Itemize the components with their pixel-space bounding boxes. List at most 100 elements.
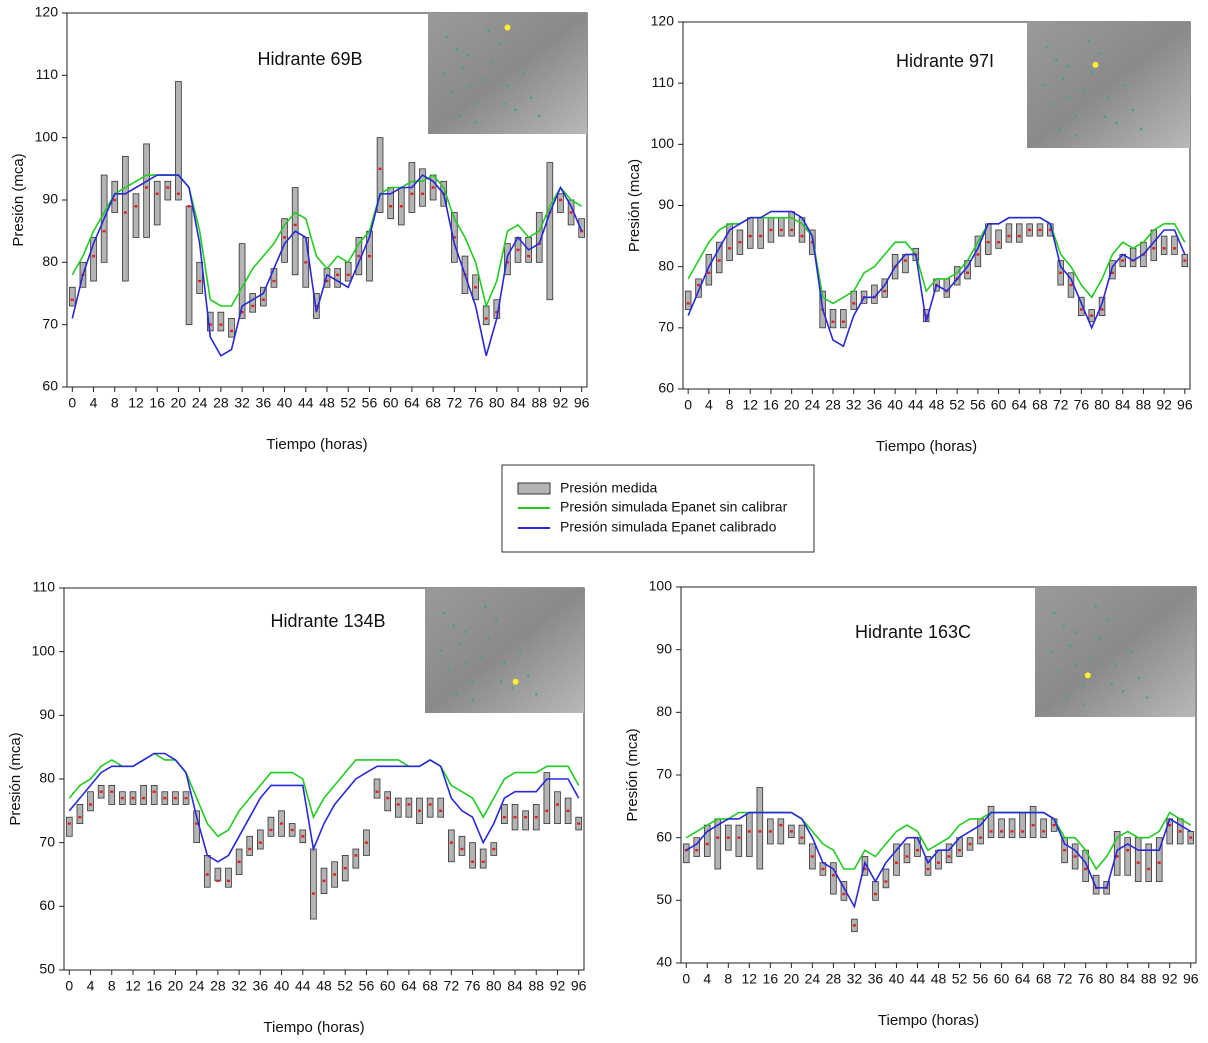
median-mark [556, 803, 559, 805]
map-image [428, 13, 587, 134]
y-tick-label: 70 [39, 833, 55, 849]
map-node [522, 72, 525, 75]
x-tick-label: 84 [1115, 397, 1131, 413]
x-tick-label: 60 [994, 971, 1010, 987]
map-node [1068, 96, 1071, 99]
median-mark [421, 193, 424, 195]
median-mark [163, 797, 166, 799]
x-tick-label: 84 [510, 395, 526, 411]
median-mark [997, 241, 1000, 243]
range-bar [151, 785, 157, 804]
x-tick-label: 12 [742, 397, 758, 413]
x-tick-label: 28 [210, 978, 226, 994]
x-tick-label: 88 [1136, 397, 1152, 413]
range-bar [385, 792, 391, 811]
median-mark [1179, 830, 1182, 832]
range-bar [77, 804, 83, 823]
range-bar [88, 792, 94, 811]
x-tick-label: 48 [931, 971, 947, 987]
range-bar [374, 779, 380, 798]
map-node [1106, 618, 1109, 621]
map-node [1062, 77, 1065, 80]
x-tick-label: 28 [825, 397, 841, 413]
range-bar [683, 844, 689, 863]
map-node [1124, 84, 1127, 87]
x-tick-label: 80 [489, 395, 505, 411]
y-tick-label: 60 [658, 380, 674, 396]
map-node [1140, 128, 1143, 131]
median-mark [124, 211, 127, 213]
x-tick-label: 64 [401, 978, 417, 994]
median-mark [103, 230, 106, 232]
x-tick-label: 16 [149, 395, 165, 411]
median-mark [368, 255, 371, 257]
range-bar [1172, 236, 1178, 254]
median-mark [895, 862, 898, 864]
y-tick-label: 90 [42, 191, 58, 207]
range-bar [483, 306, 489, 325]
median-mark [570, 211, 573, 213]
median-mark [206, 873, 209, 875]
x-tick-label: 8 [724, 971, 732, 987]
median-mark [1152, 247, 1155, 249]
median-mark [216, 880, 219, 882]
x-tick-label: 48 [316, 978, 332, 994]
median-mark [78, 816, 81, 818]
range-bar [789, 212, 795, 236]
range-bar [69, 287, 75, 306]
x-tick-label: 96 [1183, 971, 1199, 987]
legend-label: Presión medida [560, 480, 657, 496]
map-node [498, 42, 501, 45]
range-bar [141, 785, 147, 804]
map-node [1050, 651, 1053, 654]
map-node [466, 54, 469, 57]
x-tick-label: 12 [742, 971, 758, 987]
range-bar [778, 218, 784, 236]
map-node [1066, 65, 1069, 68]
y-axis-label: Presión (mca) [624, 728, 641, 821]
x-tick-label: 96 [571, 978, 587, 994]
y-tick-label: 110 [36, 66, 59, 82]
range-bar [996, 230, 1002, 248]
median-mark [976, 253, 979, 255]
median-mark [312, 892, 315, 894]
median-mark [1101, 308, 1104, 310]
map-node [1111, 683, 1114, 686]
median-mark [958, 849, 961, 851]
x-tick-label: 60 [383, 395, 399, 411]
map-node [1050, 103, 1053, 106]
median-mark [1121, 259, 1124, 261]
median-mark [1053, 824, 1056, 826]
median-mark [174, 797, 177, 799]
range-bar [218, 312, 224, 331]
map-node [1104, 115, 1107, 118]
x-tick-label: 44 [298, 395, 314, 411]
y-tick-label: 60 [42, 378, 58, 394]
median-mark [272, 280, 275, 282]
map-node [448, 668, 451, 671]
x-tick-label: 20 [171, 395, 187, 411]
median-mark [185, 797, 188, 799]
median-mark [432, 186, 435, 188]
x-tick-label: 72 [1053, 397, 1069, 413]
x-tick-label: 32 [847, 971, 863, 987]
x-tick-label: 16 [763, 397, 779, 413]
x-tick-label: 64 [1011, 397, 1027, 413]
median-mark [156, 193, 159, 195]
map-node [538, 115, 541, 118]
x-axis-label: Tiempo (horas) [878, 1012, 979, 1029]
median-mark [1011, 830, 1014, 832]
x-tick-label: 92 [1156, 397, 1172, 413]
range-bar [1020, 813, 1026, 838]
range-bar [1041, 819, 1047, 838]
median-mark [386, 797, 389, 799]
x-tick-label: 24 [805, 397, 821, 413]
x-tick-label: 36 [256, 395, 272, 411]
median-mark [937, 862, 940, 864]
location-map [428, 13, 587, 134]
legend-swatch [518, 483, 550, 494]
median-mark [1000, 830, 1003, 832]
median-mark [1183, 259, 1186, 261]
x-tick-label: 20 [168, 978, 184, 994]
y-tick-label: 100 [649, 578, 673, 594]
